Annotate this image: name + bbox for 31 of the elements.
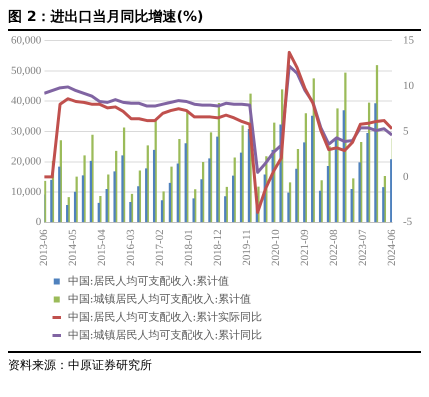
x-tick-label: 2014-05 [67, 228, 80, 266]
x-tick-label: 2022-08 [328, 228, 340, 266]
x-tick-label: 2020-10 [270, 228, 282, 266]
legend-label: 中国:居民人均可支配收入:累计值 [68, 274, 230, 288]
y-tick-label: 20,000 [11, 156, 42, 168]
x-tick-label: 2024-06 [386, 228, 398, 266]
y-tick-label: 0 [36, 216, 42, 228]
y2-tick-label: 0 [403, 170, 409, 183]
x-tick-label: 2013-06 [38, 228, 50, 266]
y-tick-label: 40,000 [11, 95, 42, 108]
x-tick-label: 2023-07 [356, 228, 369, 266]
y-tick-label: 10,000 [11, 186, 42, 198]
y2-tick-label: 15 [403, 34, 414, 46]
x-tick-label: 2018-01 [183, 229, 196, 266]
legend-label: 中国:居民人均可支配收入:累计实际同比 [68, 310, 262, 324]
y-tick-label: 60,000 [11, 34, 42, 46]
x-tick-label: 2015-04 [96, 228, 108, 266]
x-tick-label: 2019-11 [240, 229, 253, 266]
x-tick-label: 2017-02 [154, 229, 166, 266]
y-tick-label: 50,000 [11, 64, 42, 77]
y2-tick-label: -5 [403, 216, 413, 228]
y-tick-label: 30,000 [11, 125, 42, 138]
x-tick-label: 2018-12 [212, 229, 224, 266]
y2-tick-label: 5 [403, 125, 409, 138]
text: 资料来源：中原证券研究所 [8, 351, 421, 374]
legend-label: 中国:城镇居民人均可支配收入:累计值 [68, 292, 252, 306]
legend-label: 中国:城镇居民人均可支配收入:累计同比 [68, 328, 262, 342]
y2-tick-label: 10 [403, 80, 414, 92]
x-tick-label: 2016-03 [125, 228, 138, 266]
chart-title: 图 2：进出口当月同比增速(%) [8, 8, 421, 31]
x-tick-label: 2021-09 [298, 228, 311, 266]
